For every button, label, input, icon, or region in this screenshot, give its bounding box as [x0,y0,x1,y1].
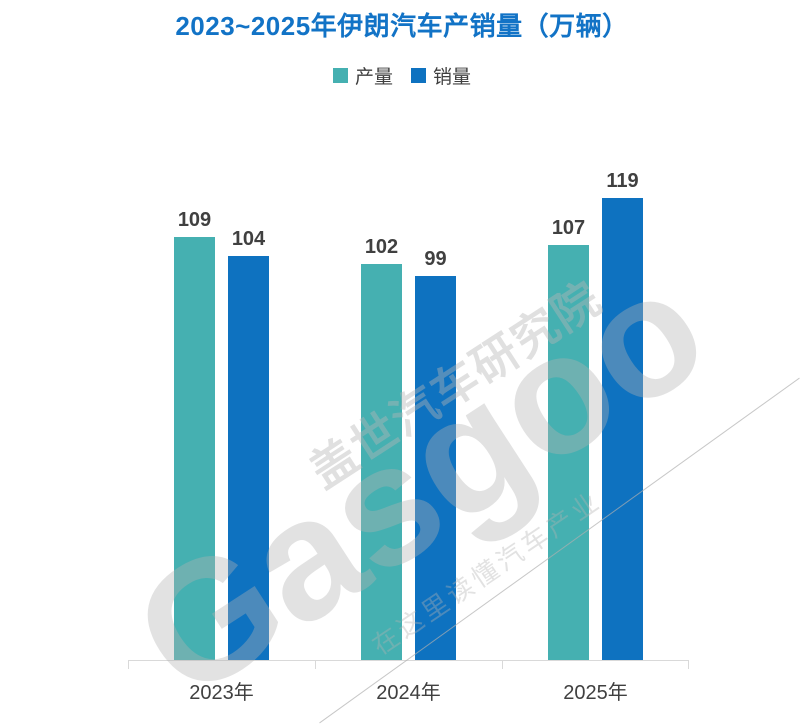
bar-group: 107 119 [502,160,689,661]
bar-value-label: 119 [606,170,639,192]
bar-with-label: 104 [228,228,269,661]
x-axis-line [128,660,689,661]
bar-value-label: 107 [551,217,586,239]
x-axis-label: 2025年 [563,682,628,704]
bar-production-2023年 [174,237,215,661]
bar-production-2024年 [361,264,402,661]
legend-item-sales: 销量 [411,62,471,89]
legend-label-production: 产量 [354,67,393,88]
x-axis-label: 2023年 [189,682,254,704]
x-axis-tick [502,660,503,669]
x-axis-tick [315,660,316,669]
bar-with-label: 109 [174,209,215,661]
bar-group: 109 104 [128,160,315,661]
production-swatch-icon [332,68,348,83]
x-axis-labels: 2023年 2024年 2025年 [128,676,689,705]
bar-with-label: 107 [548,217,589,661]
x-axis-tick [688,660,689,669]
bar-with-label: 102 [361,236,402,661]
legend: 产量 销量 [0,62,804,89]
bar-sales-2025年 [602,198,643,661]
legend-label-sales: 销量 [433,67,472,88]
bar-group: 102 99 [315,160,502,661]
bar-value-label: 102 [364,236,399,258]
bar-value-label: 99 [424,248,447,270]
bar-with-label: 119 [602,170,643,661]
sales-swatch-icon [411,68,426,83]
bar-production-2025年 [548,245,589,661]
legend-item-production: 产量 [332,62,393,89]
x-axis-label: 2024年 [376,682,441,704]
x-axis-tick [128,660,129,669]
bar-value-label: 104 [231,228,266,250]
bar-with-label: 99 [415,248,456,661]
bar-sales-2023年 [228,256,269,661]
bar-value-label: 109 [177,209,212,231]
bar-sales-2024年 [415,276,456,661]
plot-area: 109 104 102 99 107 119 [128,160,689,661]
chart-title: 2023~2025年伊朗汽车产销量（万辆） [175,11,629,41]
